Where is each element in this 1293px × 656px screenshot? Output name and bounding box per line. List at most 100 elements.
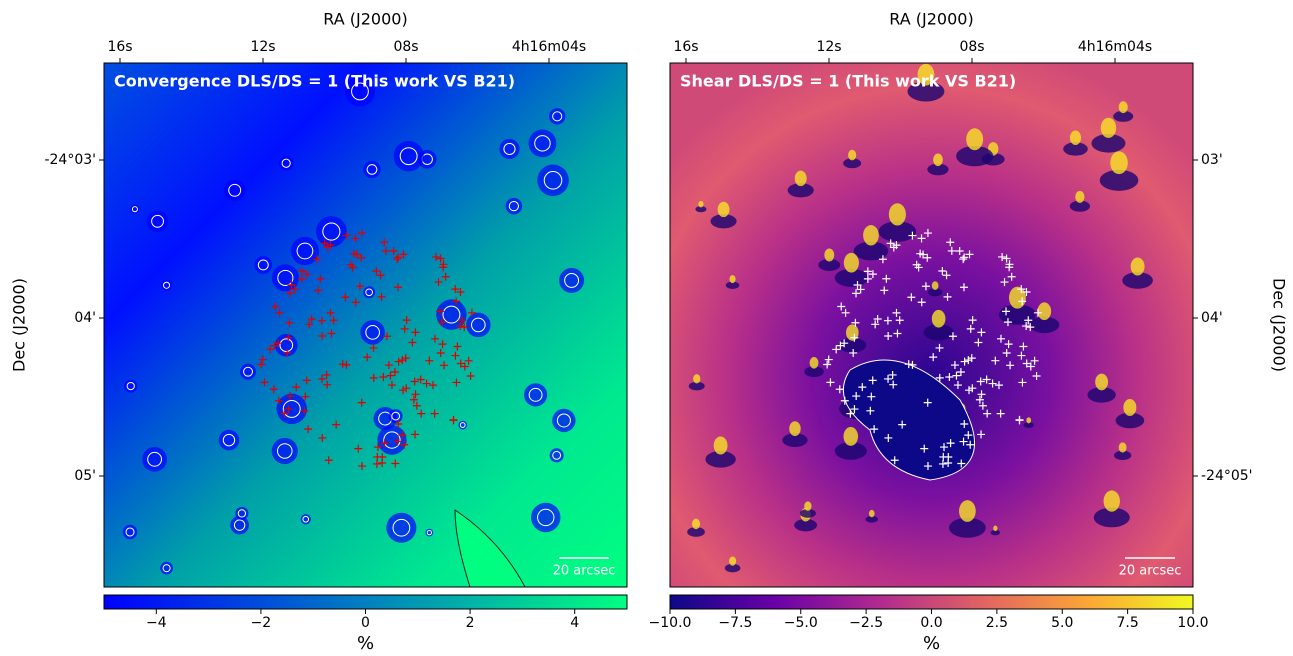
shear-lobe [923, 324, 954, 341]
shear-lobe [1103, 490, 1120, 512]
shear-lobe [843, 252, 859, 273]
galaxy-halo [466, 312, 491, 338]
cross-marker [387, 381, 396, 390]
cross-marker [1017, 351, 1026, 360]
contour [534, 135, 551, 152]
contour [126, 381, 135, 391]
contour [564, 272, 580, 288]
cross-marker [898, 420, 907, 429]
cross-marker [912, 260, 921, 269]
cross-marker [437, 318, 446, 327]
cross-marker [850, 333, 859, 342]
shear-lobe [1118, 442, 1127, 453]
cross-marker [892, 308, 901, 317]
shear-lobe [729, 275, 736, 284]
cross-marker [908, 231, 917, 240]
shear-lobe [927, 163, 949, 176]
cross-marker [977, 390, 986, 399]
galaxy-halo [124, 379, 138, 393]
contour [503, 142, 516, 156]
contour [399, 147, 418, 166]
cross-marker [380, 439, 389, 448]
shear-lobe [725, 281, 740, 289]
contour [442, 305, 461, 324]
cross-marker [329, 316, 338, 325]
galaxy-halo [363, 160, 381, 179]
cross-marker [1005, 260, 1014, 269]
galaxy-halo [240, 363, 257, 380]
scale-bar-label: 20 arcsec [1119, 564, 1182, 579]
cross-marker [998, 252, 1007, 261]
galaxy-halo [254, 255, 273, 274]
contour [302, 515, 310, 523]
cross-marker [946, 238, 955, 247]
cross-marker [938, 459, 947, 468]
shear-lobe [804, 366, 824, 378]
cross-marker [464, 356, 473, 365]
shear-lobe [966, 128, 984, 151]
colorbar-label: % [923, 633, 940, 652]
cross-marker [968, 316, 977, 325]
galaxy-halo [458, 420, 467, 430]
cross-marker [357, 229, 366, 238]
contour [459, 422, 466, 428]
shear-lobe [878, 221, 917, 242]
contour [257, 259, 269, 271]
cross-marker [948, 332, 957, 341]
cross-marker [889, 380, 898, 389]
cross-marker [257, 360, 266, 369]
contour [243, 366, 253, 377]
cross-marker [284, 405, 293, 414]
y-tick-label: -24°05' [1201, 468, 1253, 484]
cross-marker [991, 356, 1000, 365]
galaxy-halo [160, 279, 173, 291]
cross-marker [297, 274, 306, 283]
cross-marker [988, 379, 997, 388]
cross-marker [959, 437, 968, 446]
cross-marker [850, 405, 859, 414]
frame [103, 62, 628, 588]
shear-lobe [949, 517, 986, 538]
cross-marker [322, 370, 331, 379]
galaxy-halo [315, 216, 347, 247]
shear-lobe [888, 203, 906, 226]
x-tick-label: 12s [816, 39, 841, 55]
shear-lobe [931, 309, 946, 328]
shear-lobe [848, 149, 857, 161]
galaxy-halo [530, 502, 561, 533]
cross-marker [274, 339, 283, 348]
shear-lobe [818, 258, 841, 271]
y-tick-label: -24°03' [44, 152, 96, 168]
cross-marker [945, 373, 954, 382]
cross-marker [451, 351, 460, 360]
cross-marker [297, 267, 306, 276]
cross-marker [307, 314, 316, 323]
y-tick-label: 03' [1201, 152, 1223, 168]
cross-marker [318, 433, 327, 442]
cross-marker [826, 378, 835, 387]
shear-lobe [927, 288, 943, 297]
galaxy-halo [142, 446, 168, 472]
contour [528, 387, 543, 402]
cross-marker [327, 329, 336, 338]
shear-lobe [1123, 399, 1137, 416]
cross-marker [301, 392, 310, 401]
cross-marker [835, 385, 844, 394]
colorbar-tick-label: 4 [570, 615, 579, 631]
cross-marker [960, 420, 969, 429]
cross-marker [960, 253, 969, 262]
shear-lobe [693, 374, 701, 384]
cross-marker [467, 308, 476, 317]
cross-marker [314, 286, 323, 295]
cross-marker [996, 334, 1005, 343]
galaxy-halo [230, 515, 249, 535]
contour [426, 529, 433, 536]
shear-lobe [724, 563, 741, 573]
shear-lobe [959, 500, 976, 522]
cross-marker [416, 375, 425, 384]
galaxy-halo [274, 333, 298, 357]
contour [365, 325, 380, 340]
contour [233, 519, 246, 531]
colorbar [103, 594, 628, 610]
cross-marker [326, 308, 335, 317]
